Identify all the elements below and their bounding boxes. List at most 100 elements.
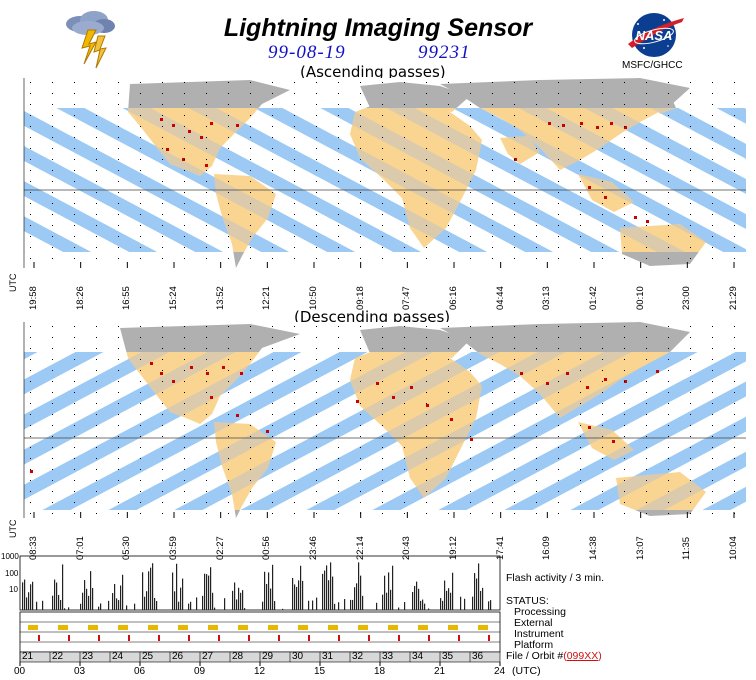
flash-bar bbox=[302, 580, 304, 610]
time-tick-label: 15:24 bbox=[168, 286, 179, 310]
orbit-number: 31 bbox=[322, 651, 334, 662]
flash-bar bbox=[422, 599, 424, 610]
flash-bar bbox=[316, 597, 318, 610]
instrument-status-mark bbox=[248, 635, 250, 641]
flash-bar bbox=[478, 563, 480, 610]
instrument-status-mark bbox=[38, 635, 40, 641]
flash-bar bbox=[266, 583, 268, 610]
x-tick-label: 09 bbox=[194, 666, 206, 677]
x-tick-label: 00 bbox=[14, 666, 26, 677]
time-tick-label: 12:21 bbox=[261, 286, 273, 310]
orbit-number: 35 bbox=[442, 651, 454, 662]
flash-bar bbox=[144, 596, 146, 610]
flash-bar bbox=[386, 592, 388, 610]
x-tick-label: 24 bbox=[494, 666, 506, 677]
flash-bar bbox=[282, 608, 284, 610]
flash-bar bbox=[324, 570, 326, 610]
flash-bar bbox=[328, 580, 330, 610]
flash-bar bbox=[294, 584, 296, 610]
flash-bar bbox=[82, 592, 84, 610]
flash-bar bbox=[356, 583, 358, 610]
flash-bar bbox=[84, 580, 86, 610]
time-tick-label: 01:42 bbox=[588, 286, 599, 310]
flash-bar bbox=[188, 603, 190, 610]
flash-bar bbox=[360, 575, 362, 610]
flash-bar bbox=[42, 600, 44, 610]
flash-bar bbox=[388, 572, 390, 610]
flash-bar bbox=[244, 608, 246, 610]
orbit-number: 33 bbox=[382, 651, 394, 662]
flash-bar bbox=[64, 608, 66, 610]
external-status-mark bbox=[328, 625, 338, 630]
flash-bar bbox=[444, 580, 446, 610]
time-tick-label: 03:13 bbox=[541, 286, 553, 310]
flash-bar bbox=[482, 587, 484, 610]
file-orbit-text: File / Orbit # bbox=[506, 650, 564, 662]
status-label: STATUS: bbox=[506, 595, 549, 607]
external-status-mark bbox=[448, 625, 458, 630]
flash-bar bbox=[344, 599, 346, 610]
flash-bar bbox=[354, 587, 356, 610]
flash-bar bbox=[300, 565, 302, 610]
flash-bar bbox=[32, 581, 34, 610]
flash-bar bbox=[80, 603, 82, 610]
instrument-status-mark bbox=[218, 635, 220, 641]
instrument-status-mark bbox=[428, 635, 430, 641]
flash-bar bbox=[414, 585, 416, 610]
flash-bar bbox=[174, 591, 176, 610]
flash-bar bbox=[178, 601, 180, 610]
flash-bar bbox=[122, 574, 124, 610]
external-status-mark bbox=[148, 625, 158, 630]
flash-bar bbox=[234, 582, 236, 610]
flash-bar bbox=[416, 581, 418, 610]
flash-bar bbox=[384, 575, 386, 610]
flash-bar bbox=[146, 591, 148, 610]
flash-bar bbox=[452, 572, 454, 610]
flash-bar bbox=[30, 584, 32, 610]
lightning-cloud-icon bbox=[66, 11, 115, 69]
flash-bar bbox=[206, 574, 208, 610]
flash-bar bbox=[490, 600, 492, 610]
instrument-status-mark bbox=[398, 635, 400, 641]
flash-bar bbox=[308, 600, 310, 610]
flash-bar bbox=[264, 571, 266, 610]
page-title: Lightning Imaging Sensor bbox=[223, 14, 533, 42]
flash-bar bbox=[232, 590, 234, 610]
flash-bar bbox=[296, 586, 298, 610]
flash-bar bbox=[180, 587, 182, 610]
external-status-mark bbox=[118, 625, 128, 630]
flash-bar bbox=[58, 594, 60, 610]
flash-bar bbox=[86, 588, 88, 610]
x-tick-label: 06 bbox=[134, 666, 146, 677]
x-tick-label: 21 bbox=[434, 666, 446, 677]
file-orbit-code: 099XX bbox=[566, 650, 599, 662]
time-tick-label: 19:58 bbox=[28, 286, 39, 310]
flash-markers-ascending bbox=[160, 118, 649, 223]
external-status-mark bbox=[388, 625, 398, 630]
flash-bar bbox=[202, 595, 204, 610]
time-tick-label: 21:29 bbox=[728, 286, 739, 310]
flash-bar bbox=[398, 607, 400, 610]
time-tick-label: 23:00 bbox=[681, 286, 693, 310]
flash-bar bbox=[24, 579, 26, 610]
y-tick-1000: 1000 bbox=[1, 552, 19, 561]
file-orbit-open: ( bbox=[563, 650, 567, 662]
external-status-mark bbox=[298, 625, 308, 630]
external-status-mark bbox=[88, 625, 98, 630]
flash-bar bbox=[196, 597, 198, 610]
flash-bar bbox=[36, 601, 38, 610]
flash-bar bbox=[332, 576, 334, 610]
time-tick-label: 18:26 bbox=[74, 286, 86, 310]
instrument-status-mark bbox=[458, 635, 460, 641]
flash-bar bbox=[322, 573, 324, 610]
flash-bar bbox=[362, 595, 364, 610]
file-orbit-label: File / Orbit #(099XX) bbox=[506, 650, 602, 662]
ascending-passes-map bbox=[23, 78, 746, 268]
flash-bar bbox=[488, 601, 490, 610]
x-unit-label: (UTC) bbox=[512, 665, 541, 677]
flash-bar bbox=[126, 605, 128, 610]
flash-bar bbox=[118, 600, 120, 610]
flash-bar bbox=[88, 595, 90, 610]
instrument-status-mark bbox=[338, 635, 340, 641]
flash-bar bbox=[108, 600, 110, 610]
